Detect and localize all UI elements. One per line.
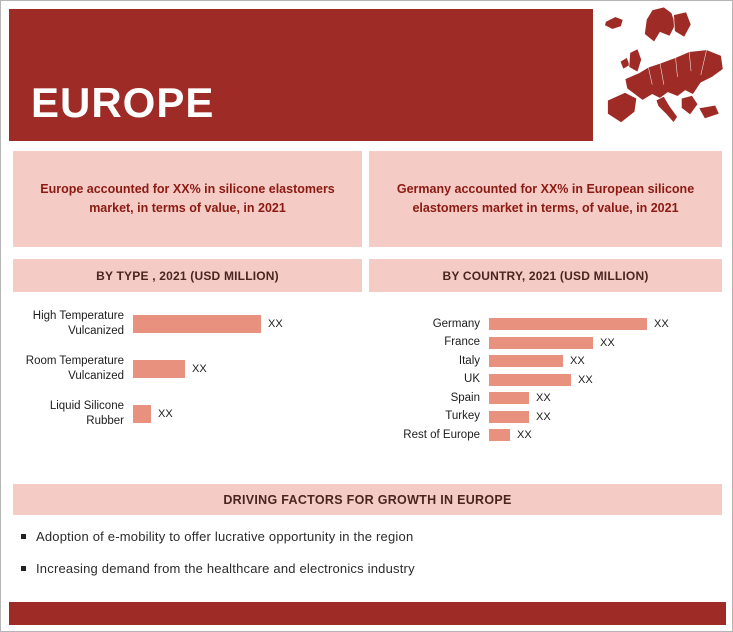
chart-by-type: High Temperature Vulcanized XX Room Temp… [13, 303, 362, 438]
chart-row: Liquid Silicone Rubber XX [13, 393, 362, 435]
bullet-item: Increasing demand from the healthcare an… [21, 561, 711, 576]
chart-row: Spain XX [369, 389, 722, 408]
chart-row: Rest of Europe XX [369, 426, 722, 445]
bar [133, 405, 151, 423]
chart-row: UK XX [369, 371, 722, 390]
bar-value: XX [536, 410, 551, 423]
chart-row: High Temperature Vulcanized XX [13, 303, 362, 345]
bar [489, 373, 571, 386]
bar [489, 318, 647, 331]
bar-value: XX [600, 336, 615, 349]
bar [489, 392, 529, 405]
bar-value: XX [517, 429, 532, 442]
callout-germany-share: Germany accounted for XX% in European si… [369, 151, 722, 247]
callout-germany-share-text: Germany accounted for XX% in European si… [396, 182, 695, 215]
callout-europe-share: Europe accounted for XX% in silicone ela… [13, 151, 362, 247]
page-title: EUROPE [31, 79, 215, 126]
footer-band [9, 602, 726, 625]
chart-row: Room Temperature Vulcanized XX [13, 348, 362, 390]
bar-label: Room Temperature Vulcanized [25, 355, 124, 382]
driving-factors-banner: DRIVING FACTORS FOR GROWTH IN EUROPE [13, 484, 722, 515]
bullet-text: Adoption of e-mobility to offer lucrativ… [36, 529, 414, 544]
section-header-by-country-label: BY COUNTRY, 2021 (USD MILLION) [442, 268, 649, 283]
bar [489, 355, 563, 368]
bar-label: France [444, 336, 480, 349]
bar-value: XX [578, 373, 593, 386]
bar-label: Germany [432, 317, 480, 330]
bar-value: XX [654, 318, 669, 331]
bar-value: XX [158, 408, 173, 420]
bullet-square-icon [21, 534, 26, 539]
bar-value: XX [570, 355, 585, 368]
bar-label: Italy [458, 354, 480, 367]
bar-label: Turkey [445, 410, 480, 423]
chart-row: Italy XX [369, 352, 722, 371]
bar [133, 360, 185, 378]
section-header-by-type: BY TYPE , 2021 (USD MILLION) [13, 259, 362, 292]
europe-map-icon [592, 6, 728, 143]
driving-factors-title: DRIVING FACTORS FOR GROWTH IN EUROPE [223, 492, 512, 507]
bar-value: XX [268, 318, 283, 330]
chart-by-country: Germany XX France XX Italy XX UK XX [369, 315, 722, 445]
bullet-item: Adoption of e-mobility to offer lucrativ… [21, 529, 711, 544]
bar-value: XX [536, 392, 551, 405]
bar-label: Rest of Europe [403, 428, 480, 441]
bullet-text: Increasing demand from the healthcare an… [36, 561, 415, 576]
callout-europe-share-text: Europe accounted for XX% in silicone ela… [40, 182, 335, 215]
bar [489, 410, 529, 423]
chart-row: Germany XX [369, 315, 722, 334]
section-header-by-type-label: BY TYPE , 2021 (USD MILLION) [96, 268, 279, 283]
bar [489, 429, 510, 442]
chart-row: Turkey XX [369, 408, 722, 427]
bar [489, 336, 593, 349]
header-band: EUROPE [9, 9, 593, 141]
bar-value: XX [192, 363, 207, 375]
bar-label: UK [464, 373, 480, 386]
bar-label: High Temperature Vulcanized [32, 310, 124, 337]
section-header-by-country: BY COUNTRY, 2021 (USD MILLION) [369, 259, 722, 292]
bar-label: Liquid Silicone Rubber [49, 400, 124, 427]
bar [133, 315, 261, 333]
bar-label: Spain [450, 391, 480, 404]
bullet-square-icon [21, 566, 26, 571]
chart-row: France XX [369, 334, 722, 353]
driving-factors-list: Adoption of e-mobility to offer lucrativ… [21, 529, 711, 593]
